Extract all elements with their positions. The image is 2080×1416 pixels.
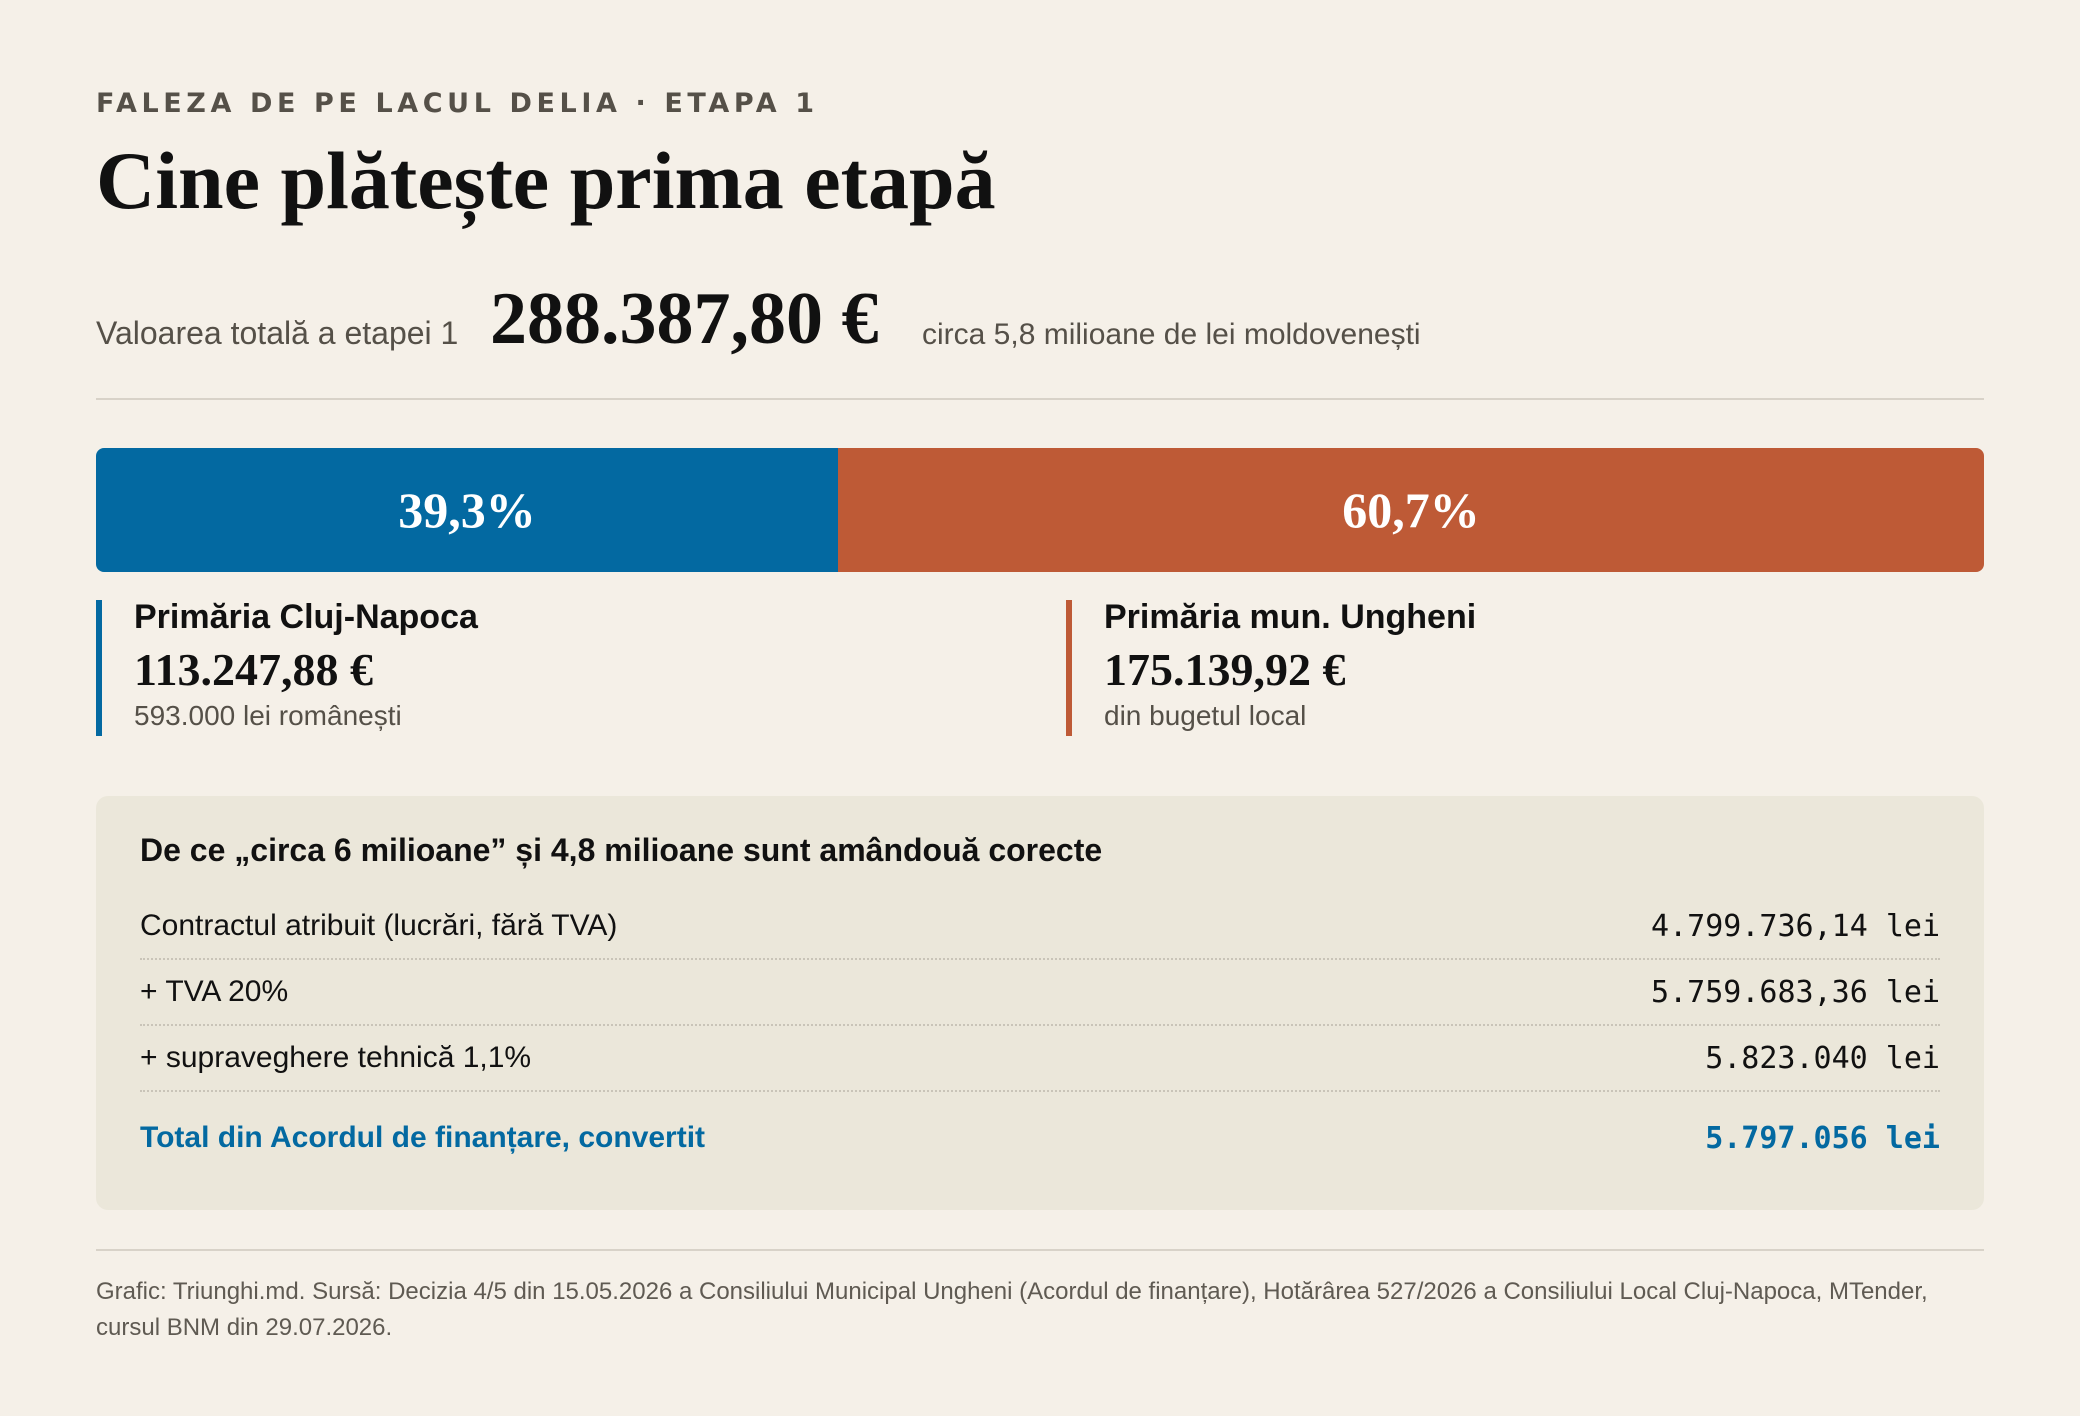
- divider: [96, 398, 1984, 400]
- party-cluj: Primăria Cluj-Napoca 113.247,88 € 593.00…: [96, 598, 478, 736]
- party-note: din bugetul local: [1104, 700, 1307, 731]
- row-value: 5.759.683,36 lei: [1651, 974, 1940, 1010]
- party-amount: 175.139,92 €: [1104, 644, 1346, 695]
- source-note: Grafic: Triunghi.md. Sursă: Decizia 4/5 …: [96, 1278, 1928, 1341]
- total-summary: Valoarea totală a etapei 1 288.387,80 € …: [96, 278, 1984, 362]
- breakdown-rows: Contractul atribuit (lucrări, fără TVA) …: [140, 894, 1940, 1174]
- breakdown-row: + TVA 20% 5.759.683,36 lei: [140, 960, 1940, 1026]
- total-label: Valoarea totală a etapei 1: [96, 315, 459, 351]
- party-amount: 113.247,88 €: [134, 644, 373, 695]
- total-value: 288.387,80 €: [490, 278, 879, 360]
- page-title: Cine plătește prima etapă: [96, 135, 996, 226]
- breakdown-title: De ce „circa 6 milioane” și 4,8 milioane…: [140, 832, 1103, 868]
- divider: [96, 1249, 1984, 1251]
- total-note: circa 5,8 milioane de lei moldovenești: [922, 318, 1421, 351]
- bar-segment-ungheni: 60,7%: [838, 448, 1984, 572]
- row-label: + TVA 20%: [140, 975, 289, 1008]
- bar-segment-label: 60,7%: [1342, 482, 1480, 538]
- bar-segment-label: 39,3%: [398, 482, 536, 538]
- total-row-value: 5.797.056 lei: [1705, 1120, 1940, 1156]
- breakdown-panel: De ce „circa 6 milioane” și 4,8 milioane…: [96, 796, 1984, 1210]
- bar-segment-cluj: 39,3%: [96, 448, 838, 572]
- breakdown-total-row: Total din Acordul de finanțare, converti…: [140, 1092, 1940, 1174]
- kicker: FALEZA DE PE LACUL DELIA · ETAPA 1: [96, 88, 819, 119]
- party-ungheni: Primăria mun. Ungheni 175.139,92 € din b…: [1066, 598, 1477, 736]
- party-name: Primăria Cluj-Napoca: [134, 598, 478, 636]
- split-bar-chart: 39,3% 60,7%: [96, 448, 1984, 572]
- row-label: + supraveghere tehnică 1,1%: [140, 1041, 532, 1074]
- row-value: 4.799.736,14 lei: [1651, 908, 1940, 944]
- breakdown-row: Contractul atribuit (lucrări, fără TVA) …: [140, 894, 1940, 960]
- row-value: 5.823.040 lei: [1705, 1040, 1940, 1076]
- total-row-label: Total din Acordul de finanțare, converti…: [140, 1121, 706, 1154]
- breakdown-row: + supraveghere tehnică 1,1% 5.823.040 le…: [140, 1026, 1940, 1092]
- party-note: 593.000 lei românești: [134, 700, 402, 731]
- party-name: Primăria mun. Ungheni: [1104, 598, 1477, 636]
- row-label: Contractul atribuit (lucrări, fără TVA): [140, 909, 618, 942]
